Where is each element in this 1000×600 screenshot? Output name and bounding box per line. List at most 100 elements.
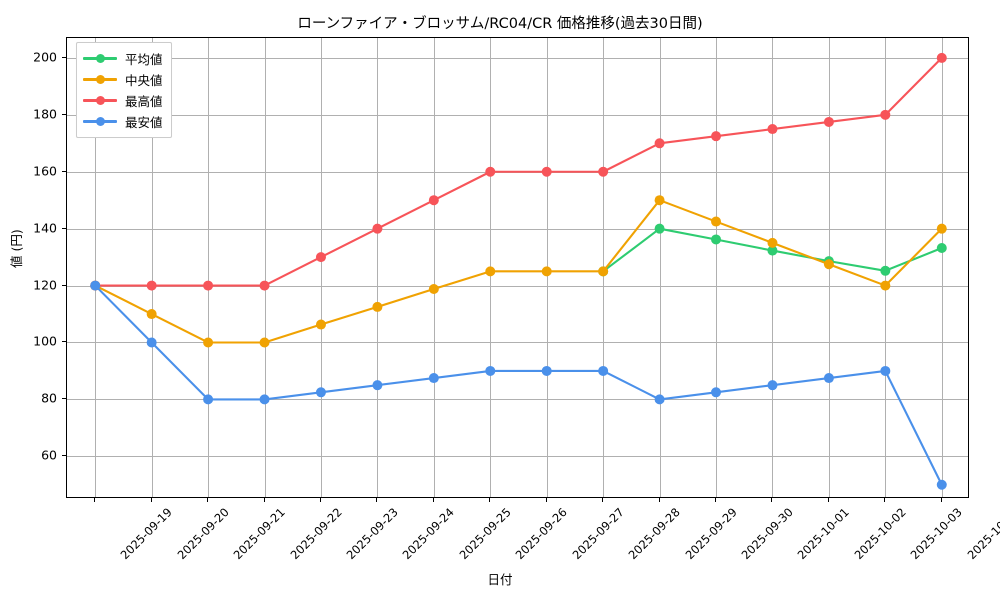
y-tick-label: 200 <box>33 49 57 65</box>
data-point <box>428 283 439 294</box>
chart-title: ローンファイア・ブロッサム/RC04/CR 価格推移(過去30日間) <box>297 16 703 32</box>
legend-item-2[interactable]: 中央値 <box>83 69 163 90</box>
data-point <box>711 234 722 245</box>
x-tick-mark <box>94 498 96 502</box>
data-point <box>767 380 778 391</box>
legend-marker-icon <box>83 52 117 66</box>
data-point <box>541 266 552 277</box>
data-point <box>259 337 270 348</box>
x-tick-label: 2025-09-28 <box>625 505 683 563</box>
y-tick-label: 80 <box>41 390 57 406</box>
x-tick-label: 2025-09-24 <box>399 505 458 563</box>
x-axis-label: 日付 <box>487 572 513 587</box>
legend-item-1[interactable]: 平均値 <box>83 48 163 69</box>
gridline-horizontal <box>67 57 968 59</box>
gridline-vertical <box>659 38 661 497</box>
y-tick-label: 160 <box>33 163 57 179</box>
data-point <box>146 309 157 320</box>
legend-label: 平均値 <box>125 52 163 67</box>
series-1 <box>598 223 947 277</box>
data-point <box>485 266 496 277</box>
series-line <box>94 56 943 287</box>
x-tick-label: 2025-10-01 <box>795 505 853 563</box>
data-point <box>823 259 834 270</box>
data-point <box>767 237 778 248</box>
data-point <box>203 280 214 291</box>
gridline-horizontal <box>67 399 968 401</box>
x-tick-label: 2025-10-03 <box>907 505 966 563</box>
x-tick-mark <box>150 498 152 502</box>
gridline-horizontal <box>67 114 968 116</box>
gridline-vertical <box>264 38 266 497</box>
data-point <box>598 266 609 277</box>
x-tick-mark <box>715 498 717 502</box>
gridline-vertical <box>772 38 774 497</box>
x-tick-label: 2025-09-19 <box>117 505 175 563</box>
data-point <box>541 365 552 376</box>
y-tick-label: 60 <box>41 447 57 463</box>
data-point <box>711 216 722 227</box>
chart-legend: 平均値中央値 最高値最安値 <box>76 42 172 138</box>
gridline-horizontal <box>67 285 968 287</box>
x-tick-label: 2025-09-26 <box>512 505 571 563</box>
legend-item-3[interactable]: 最高値 <box>83 90 163 111</box>
data-point <box>880 365 891 376</box>
data-point <box>936 52 947 63</box>
data-point <box>711 131 722 142</box>
legend-label: 最安値 <box>125 115 163 130</box>
y-tick-mark <box>62 113 66 115</box>
data-point <box>372 223 383 234</box>
x-tick-mark <box>827 498 829 502</box>
data-point <box>823 116 834 127</box>
x-tick-label: 2025-09-27 <box>569 505 627 563</box>
gridline-vertical <box>95 38 97 497</box>
y-tick-mark <box>62 398 66 400</box>
x-tick-mark <box>545 498 547 502</box>
gridline-vertical <box>716 38 718 497</box>
y-tick-mark <box>62 341 66 343</box>
x-tick-mark <box>658 498 660 502</box>
data-point <box>372 380 383 391</box>
data-point <box>485 166 496 177</box>
series-4 <box>90 280 947 490</box>
data-point <box>654 138 665 149</box>
gridline-vertical <box>208 38 210 497</box>
series-layer <box>90 52 947 490</box>
y-tick-mark <box>62 56 66 58</box>
data-point <box>880 109 891 120</box>
data-point <box>428 195 439 206</box>
y-tick-mark <box>62 170 66 172</box>
data-point <box>654 394 665 405</box>
legend-item-4[interactable]: 最安値 <box>83 111 163 132</box>
data-point <box>880 280 891 291</box>
data-point <box>90 280 101 291</box>
x-tick-label: 2025-09-30 <box>738 505 796 563</box>
data-point <box>936 223 947 234</box>
data-point <box>203 394 214 405</box>
x-tick-mark <box>602 498 604 502</box>
y-tick-mark <box>62 284 66 286</box>
data-point <box>146 280 157 291</box>
data-point <box>880 265 891 276</box>
x-tick-mark <box>319 498 321 502</box>
data-point <box>936 479 947 490</box>
x-tick-label: 2025-09-23 <box>343 505 401 563</box>
data-point <box>315 387 326 398</box>
data-point <box>146 337 157 348</box>
data-point <box>428 373 439 384</box>
y-tick-label: 180 <box>33 106 57 122</box>
y-tick-label: 100 <box>33 333 57 349</box>
gridline-vertical <box>320 38 322 497</box>
x-tick-label: 2025-09-29 <box>682 505 740 563</box>
data-point <box>485 365 496 376</box>
data-point <box>372 301 383 312</box>
data-point <box>315 319 326 330</box>
data-point <box>541 166 552 177</box>
gridline-horizontal <box>67 342 968 344</box>
data-point <box>315 252 326 263</box>
gridline-horizontal <box>67 228 968 230</box>
y-tick-label: 120 <box>33 277 57 293</box>
data-point <box>767 245 778 256</box>
x-tick-mark <box>940 498 942 502</box>
